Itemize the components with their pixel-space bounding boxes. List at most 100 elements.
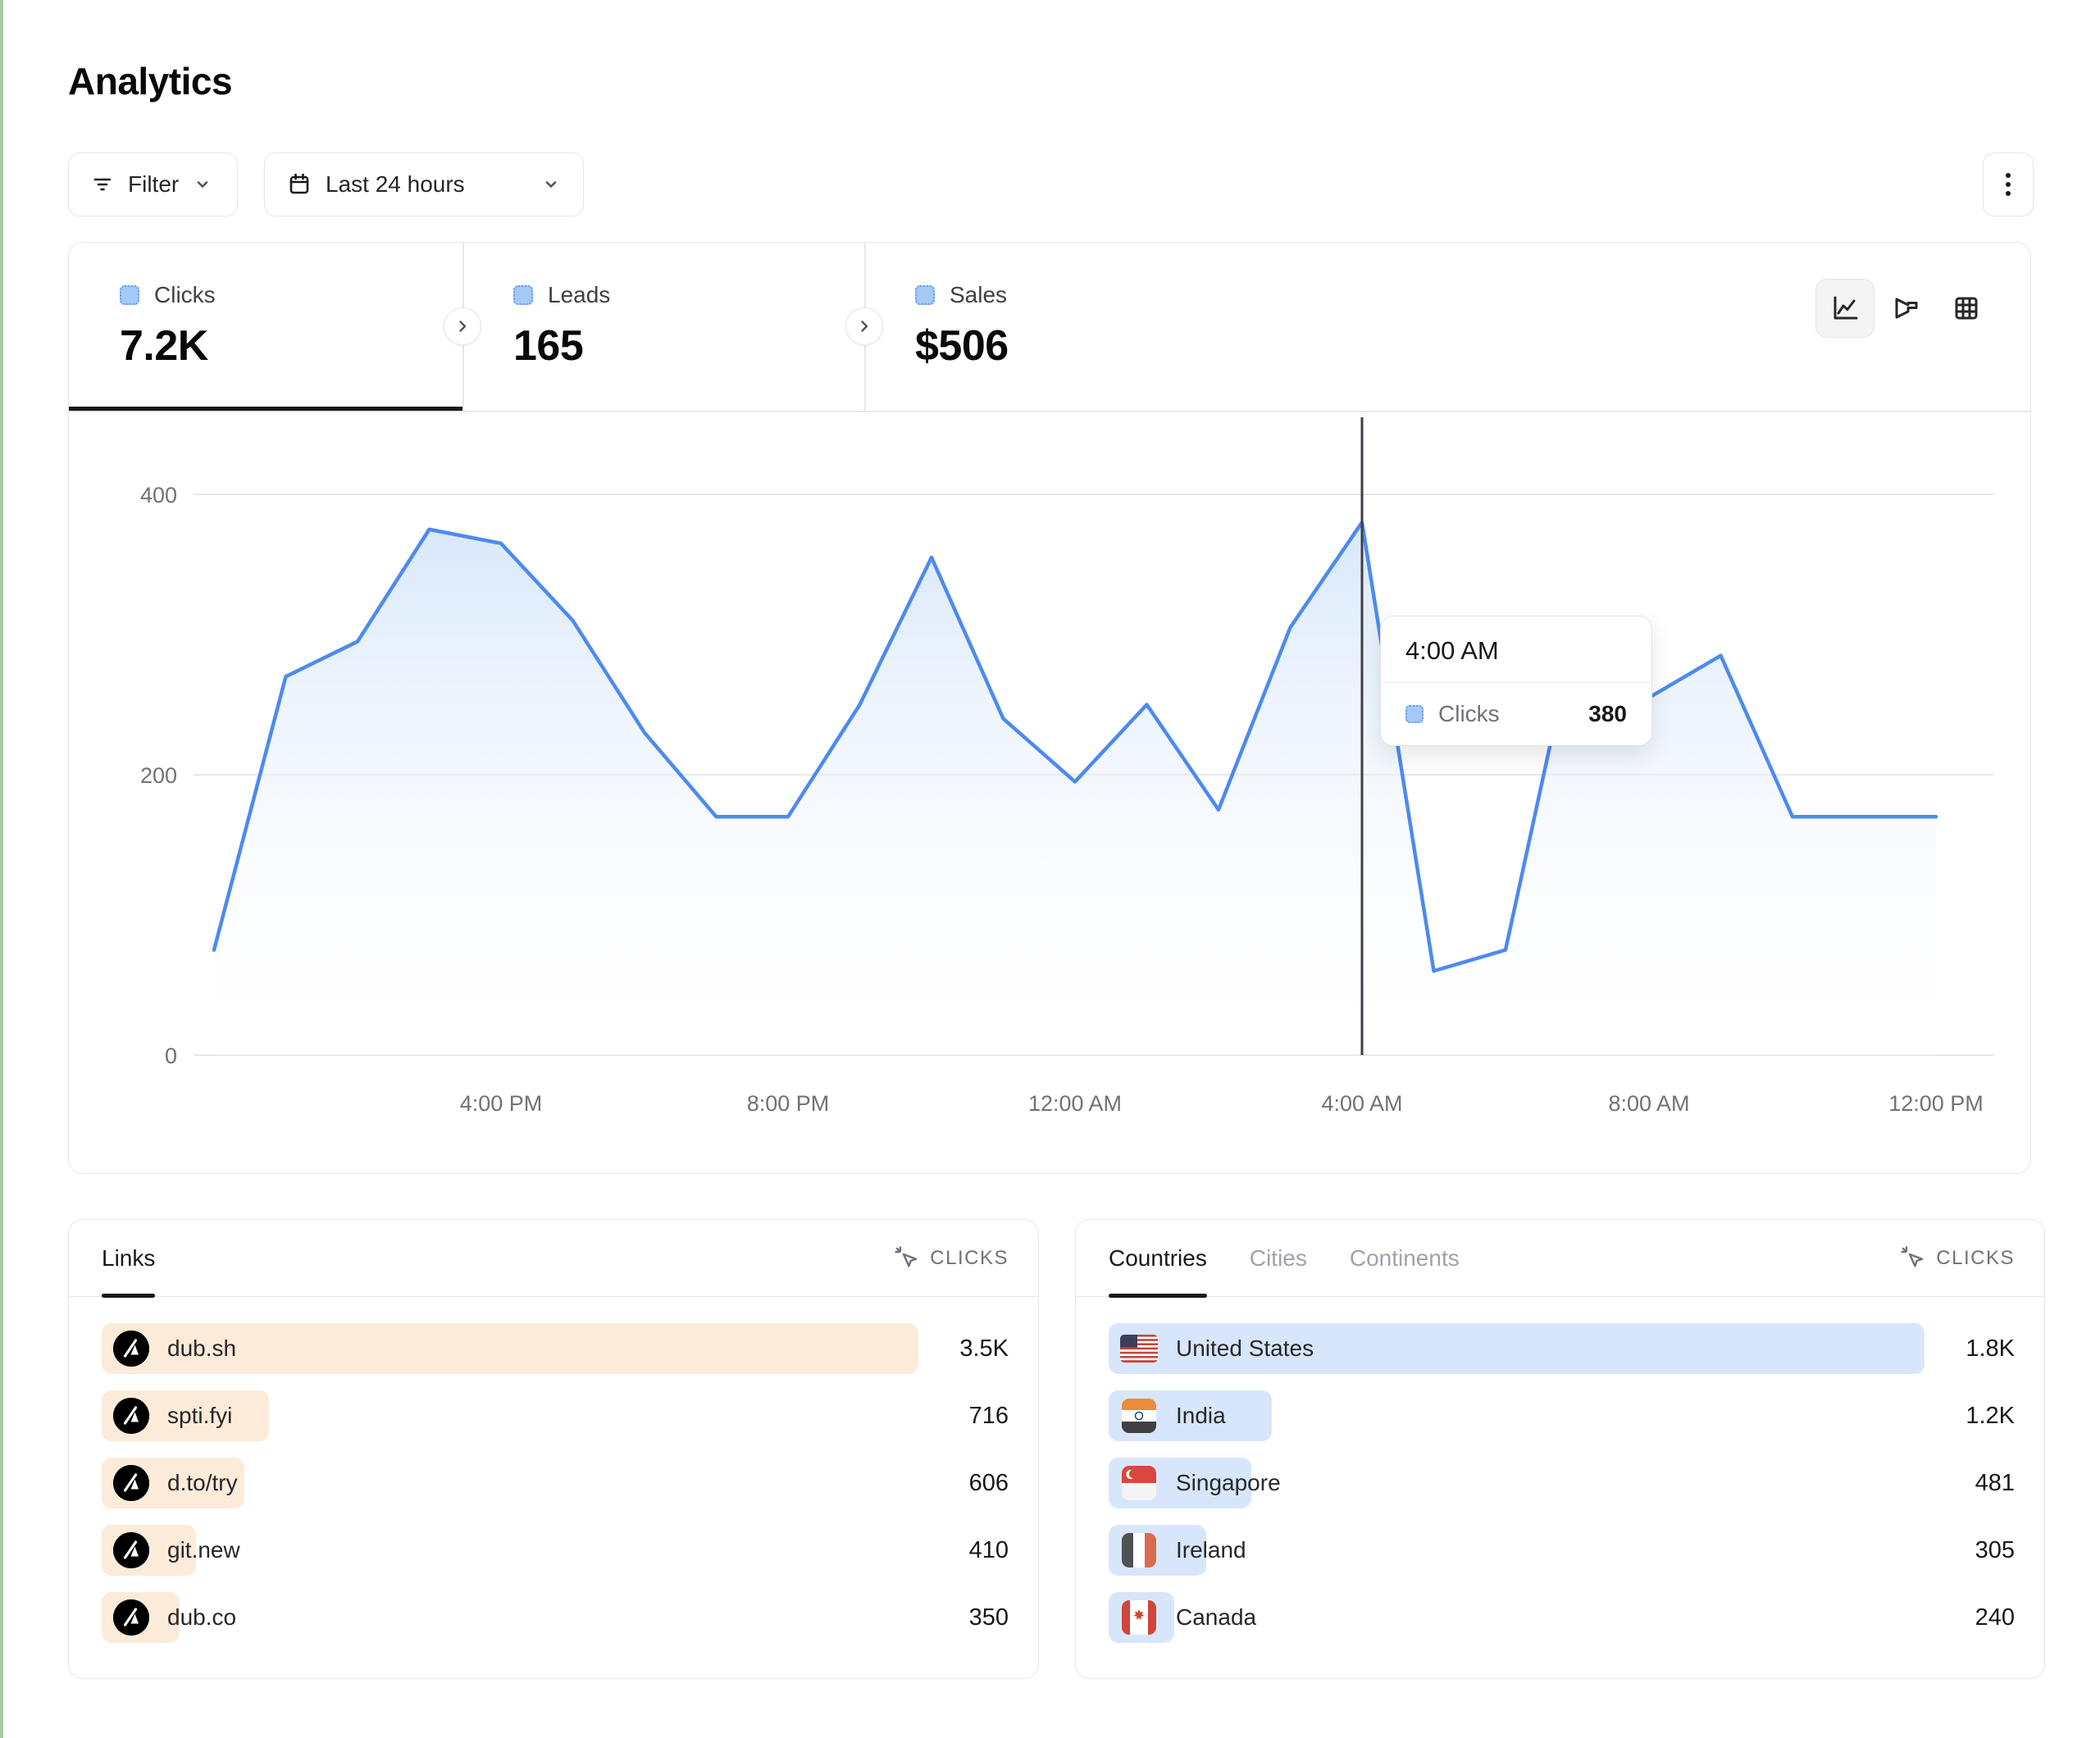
row-label: d.to/try	[167, 1470, 238, 1495]
x-axis-tick: 8:00 AM	[1608, 1091, 1689, 1116]
link-row[interactable]: dub.co 350	[102, 1592, 1009, 1643]
tab-links[interactable]: Links	[102, 1220, 156, 1298]
leads-series-chip	[513, 285, 533, 305]
expand-sales-button[interactable]	[845, 307, 883, 345]
tab-continents[interactable]: Continents	[1350, 1220, 1460, 1296]
tooltip-time-label: 4:00 AM	[1381, 616, 1651, 683]
stats-chart-divider	[69, 411, 2030, 412]
tab-links-label: Links	[102, 1244, 156, 1271]
row-label: dub.sh	[167, 1335, 237, 1361]
tab-continents-label: Continents	[1349, 1244, 1460, 1271]
row-value: 350	[968, 1604, 1009, 1631]
link-row[interactable]: d.to/try 606	[102, 1458, 1009, 1508]
funnel-chart-toggle[interactable]	[1876, 279, 1935, 338]
geo-metric-label: CLICKS	[1936, 1246, 2015, 1269]
link-row[interactable]: dub.sh 3.5K	[102, 1323, 1009, 1374]
row-label: spti.fyi	[167, 1403, 233, 1428]
sales-stat-value: $506	[915, 322, 1009, 370]
clicks-chart[interactable]: 0 200 400 4:00 PM 8:00 PM 12:00 AM 4:00 AM 8:00…	[69, 412, 2031, 1174]
flag-canada-icon	[1120, 1600, 1158, 1635]
date-range-button[interactable]: Last 24 hours	[264, 152, 584, 216]
clicks-stat-value: 7.2K	[120, 322, 208, 370]
flag-us-icon	[1120, 1331, 1158, 1366]
tooltip-series-label: Clicks	[1438, 701, 1500, 726]
dub-logo-icon	[113, 1331, 149, 1367]
filter-button[interactable]: Filter	[68, 152, 238, 216]
x-axis-tick: 4:00 PM	[460, 1091, 543, 1116]
expand-leads-button[interactable]	[444, 307, 481, 345]
geo-metric[interactable]: CLICKS	[1900, 1245, 2015, 1272]
funnel-chart-icon	[1895, 298, 1918, 319]
country-row[interactable]: Ireland 305	[1109, 1525, 2015, 1576]
line-chart-icon	[1834, 296, 1858, 320]
more-options-button[interactable]	[1983, 152, 2034, 216]
y-axis-tick: 200	[140, 763, 177, 788]
country-row[interactable]: United States 1.8K	[1109, 1323, 2015, 1374]
chart-tooltip: 4:00 AM Clicks 380	[1380, 616, 1652, 746]
chart-type-toggles	[1815, 279, 1996, 338]
chevron-right-icon	[861, 321, 868, 332]
table-view-toggle[interactable]	[1937, 279, 1996, 338]
tab-sales[interactable]: Sales $506	[864, 243, 1258, 411]
links-metric-label: CLICKS	[930, 1246, 1009, 1269]
date-range-label: Last 24 hours	[326, 171, 465, 197]
stats-row: Clicks 7.2K Leads 165 Sales $506	[69, 243, 2030, 411]
tab-cities[interactable]: Cities	[1250, 1220, 1307, 1296]
clicks-stat-label: Clicks	[154, 282, 216, 307]
clicks-series-chip	[120, 285, 139, 305]
country-row[interactable]: Canada 240	[1109, 1592, 2015, 1643]
tab-countries[interactable]: Countries	[1109, 1220, 1207, 1298]
dub-logo-icon	[113, 1398, 149, 1434]
geo-list: United States 1.8K India 1.2K Singapore	[1076, 1297, 2044, 1643]
active-tab-underline	[69, 407, 462, 411]
row-label: Singapore	[1176, 1470, 1281, 1495]
chevron-down-icon	[545, 181, 557, 188]
row-label: Canada	[1176, 1604, 1257, 1630]
tooltip-series-chip	[1405, 705, 1424, 723]
country-row[interactable]: Singapore 481	[1109, 1458, 2015, 1508]
flag-singapore-icon	[1120, 1466, 1158, 1500]
x-axis-tick: 4:00 AM	[1321, 1091, 1402, 1116]
row-value: 240	[1975, 1604, 2015, 1631]
leads-stat-value: 165	[513, 322, 584, 370]
line-chart-toggle[interactable]	[1815, 279, 1875, 338]
sales-stat-label: Sales	[950, 282, 1008, 307]
link-row[interactable]: git.new 410	[102, 1525, 1009, 1576]
geo-panel-header: Countries Cities Continents CLICKS	[1076, 1220, 2044, 1298]
dub-logo-icon	[113, 1465, 149, 1501]
flag-ireland-icon	[1120, 1533, 1158, 1567]
bar-track: India	[1109, 1390, 1925, 1441]
calendar-icon	[289, 173, 309, 194]
row-label: Ireland	[1176, 1537, 1246, 1563]
filter-button-label: Filter	[128, 171, 180, 197]
tab-leads[interactable]: Leads 165	[462, 243, 864, 411]
bar-track: d.to/try	[102, 1458, 918, 1508]
row-value: 481	[1975, 1469, 2015, 1496]
row-value: 305	[1975, 1536, 2015, 1563]
tab-clicks[interactable]: Clicks 7.2K	[69, 243, 462, 411]
row-value: 1.2K	[1966, 1402, 2015, 1429]
row-value: 1.8K	[1966, 1335, 2015, 1362]
country-row[interactable]: India 1.2K	[1109, 1390, 2015, 1441]
bar-track: United States	[1109, 1323, 1925, 1374]
bar-track: Singapore	[1109, 1458, 1925, 1508]
links-panel-header: Links CLICKS	[69, 1220, 1038, 1298]
row-value: 606	[968, 1469, 1009, 1496]
value-bar	[102, 1323, 918, 1374]
link-row[interactable]: spti.fyi 716	[102, 1390, 1009, 1441]
links-metric[interactable]: CLICKS	[894, 1245, 1009, 1272]
filter-icon	[93, 178, 112, 191]
x-axis-tick: 12:00 PM	[1888, 1091, 1984, 1116]
page-edge-strip	[0, 0, 3, 1738]
dub-logo-icon	[113, 1599, 149, 1636]
bar-track: Ireland	[1109, 1525, 1925, 1576]
tab-cities-label: Cities	[1249, 1244, 1307, 1271]
geo-panel: Countries Cities Continents CLICKS	[1075, 1219, 2045, 1679]
bar-track: dub.co	[102, 1592, 918, 1643]
chevron-right-icon	[459, 321, 467, 332]
clicks-chart-area[interactable]: 0 200 400 4:00 PM 8:00 PM 12:00 AM 4:00 AM 8:00…	[69, 412, 2030, 1173]
links-panel: Links CLICKS dub.sh 3.5K	[68, 1219, 1039, 1679]
bar-track: Canada	[1109, 1592, 1925, 1643]
dub-logo-icon	[113, 1532, 149, 1568]
row-value: 410	[968, 1536, 1009, 1563]
